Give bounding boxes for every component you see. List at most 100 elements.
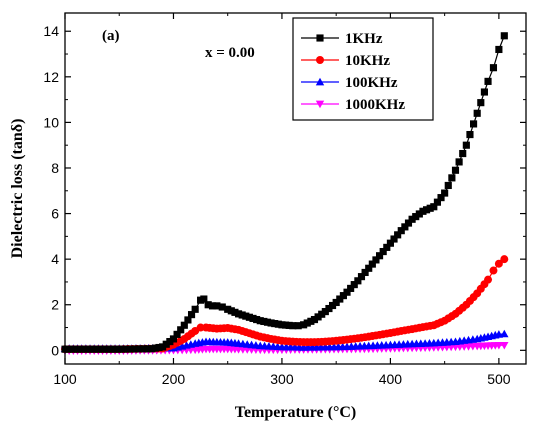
data-point — [107, 345, 115, 353]
data-point — [144, 345, 152, 353]
series-line — [65, 258, 505, 350]
x-tick-label: 500 — [487, 371, 511, 387]
data-point — [256, 317, 264, 325]
x-axis-title: Temperature (°C) — [235, 404, 356, 421]
x-tick-label: 200 — [162, 371, 186, 387]
series-line — [65, 35, 505, 350]
legend-item: 1KHz — [301, 31, 383, 47]
plot-frame — [64, 12, 527, 365]
data-point — [473, 109, 481, 117]
data-point — [484, 77, 492, 85]
data-point — [494, 341, 504, 350]
data-point — [155, 343, 163, 352]
data-point — [224, 305, 232, 313]
x-tick-label: 300 — [270, 371, 294, 387]
data-point — [500, 329, 509, 338]
data-point — [90, 345, 98, 353]
data-point — [289, 322, 297, 330]
data-point — [422, 206, 431, 214]
data-point — [361, 268, 369, 277]
data-point — [78, 345, 86, 353]
legend-marker — [315, 100, 325, 109]
data-point — [213, 302, 221, 310]
data-point — [136, 345, 144, 353]
data-point — [294, 322, 302, 330]
data-point — [208, 302, 217, 310]
data-point — [336, 295, 344, 303]
data-point — [271, 320, 279, 328]
data-point — [187, 311, 196, 319]
legend-item: 10KHz — [301, 53, 390, 69]
data-point — [365, 264, 373, 272]
data-point — [343, 288, 351, 296]
y-tick-label: 8 — [51, 160, 59, 176]
data-point — [115, 345, 123, 353]
data-point — [234, 310, 243, 318]
data-point — [394, 231, 402, 239]
data-point — [448, 174, 456, 182]
data-point — [332, 298, 340, 307]
legend-item: 1000KHz — [301, 97, 405, 113]
data-point — [204, 301, 212, 309]
data-point — [466, 130, 474, 139]
data-point — [281, 321, 290, 329]
x-tick-label: 100 — [53, 371, 77, 387]
data-point — [357, 273, 366, 281]
legend-label: 1KHz — [345, 31, 383, 47]
data-point — [415, 210, 423, 218]
data-point — [180, 321, 188, 329]
data-point — [314, 313, 322, 321]
x-tick-label: 400 — [379, 371, 403, 387]
y-tick-label: 4 — [51, 251, 59, 267]
legend-label: 10KHz — [345, 53, 390, 69]
data-point — [383, 243, 391, 251]
legend-marker — [315, 77, 325, 86]
data-point — [86, 345, 94, 353]
data-point — [253, 315, 261, 324]
data-point — [73, 345, 82, 353]
data-point — [339, 292, 347, 300]
data-point — [480, 88, 488, 96]
data-point — [451, 166, 460, 174]
data-point — [131, 345, 140, 353]
data-point — [379, 247, 387, 256]
data-point — [397, 227, 405, 235]
data-point — [69, 345, 77, 353]
data-point — [347, 284, 355, 292]
data-point — [412, 213, 420, 221]
axes-layer: 100 200 300 400 500 0 2 4 6 8 10 12 14 — [43, 13, 526, 387]
data-point — [127, 345, 136, 353]
data-point — [98, 345, 107, 353]
legend-marker — [316, 56, 324, 64]
data-point — [310, 315, 319, 324]
data-point — [325, 304, 333, 313]
y-tick-label: 10 — [43, 114, 59, 130]
data-point — [459, 149, 467, 158]
y-tick-label: 6 — [51, 206, 59, 222]
data-point — [318, 310, 326, 318]
legend-label: 1000KHz — [345, 97, 405, 113]
data-point — [390, 235, 398, 243]
legend-label: 100KHz — [345, 75, 398, 91]
legend-box — [292, 17, 434, 121]
data-point — [350, 281, 358, 289]
data-point — [267, 319, 275, 327]
data-point — [242, 312, 250, 320]
series-10KHz — [61, 255, 509, 354]
data-point — [433, 198, 441, 206]
data-point — [148, 345, 156, 353]
y-tick-label: 0 — [51, 342, 59, 358]
legend-item: 100KHz — [301, 75, 398, 91]
data-point — [65, 345, 73, 353]
data-point — [218, 303, 226, 311]
data-point — [489, 266, 498, 275]
data-point — [328, 301, 337, 310]
data-point — [274, 320, 282, 328]
data-point — [123, 345, 131, 353]
data-point — [162, 340, 170, 348]
data-point — [245, 313, 253, 321]
data-point — [285, 321, 293, 329]
data-point — [495, 45, 503, 54]
data-point — [119, 345, 127, 353]
